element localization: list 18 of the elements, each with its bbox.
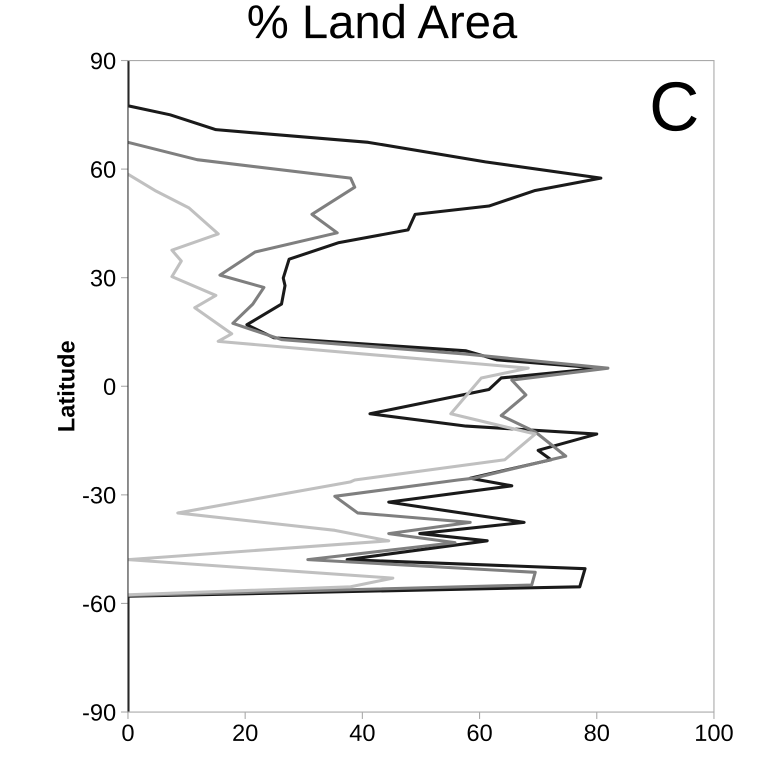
y-tick-label: -30 [83, 486, 116, 504]
line-series [128, 140, 610, 598]
x-tick-label: 80 [584, 724, 609, 742]
y-tick-label: 90 [91, 52, 116, 70]
x-tick-label: 20 [233, 724, 258, 742]
x-tick-label: 60 [468, 724, 492, 742]
x-tick-label: 0 [122, 724, 134, 742]
annotation: C [652, 82, 697, 132]
line-series [128, 172, 537, 596]
x-tick-label: 40 [350, 724, 375, 742]
y-tick-label: 60 [91, 161, 116, 178]
y-tick-label: 0 [104, 378, 116, 396]
y-tick-label: -90 [83, 704, 116, 721]
y-axis-title: Latitude [57, 341, 75, 431]
y-tick-label: 30 [90, 270, 116, 286]
x-tick-label: 100 [696, 724, 733, 742]
y-tick-label: -60 [83, 596, 116, 612]
chart-title: % Land Area [248, 4, 518, 39]
